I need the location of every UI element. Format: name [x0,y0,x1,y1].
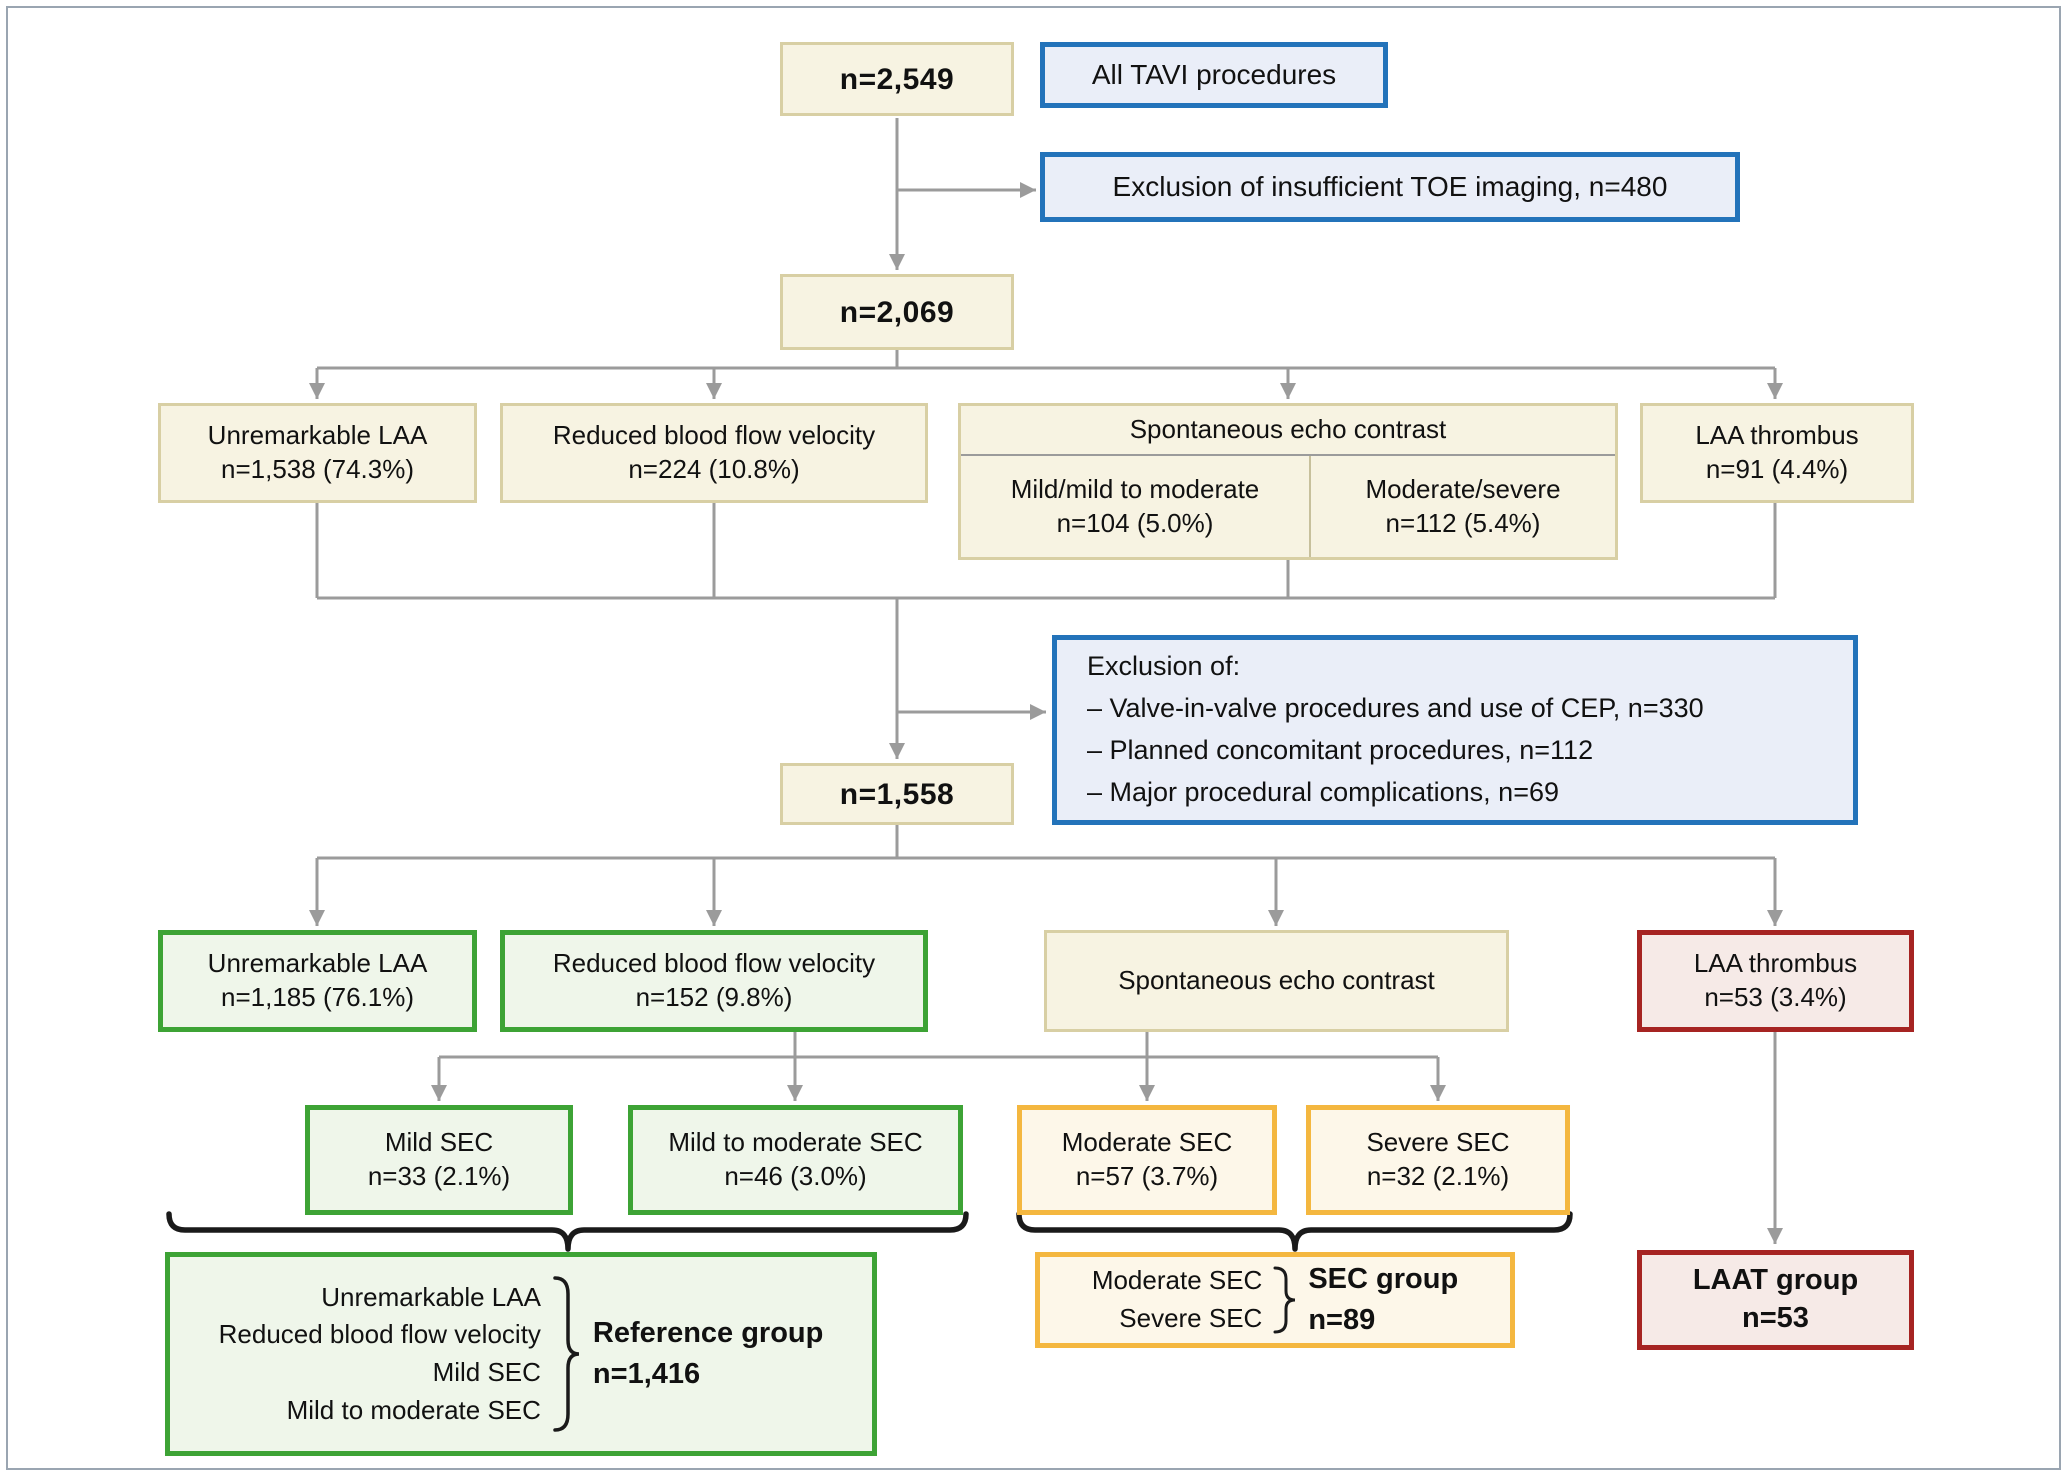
sec-header-label: Spontaneous echo contrast [1129,414,1447,445]
box-t1-spontaneous-echo-contrast: Spontaneous echo contrast Mild/mild to m… [958,403,1618,560]
group-count: n=1,416 [592,1358,701,1390]
sec-group-label: SEC group n=89 [1308,1259,1458,1340]
group-count: n=89 [1308,1304,1376,1336]
box-t1-reduced-flow: Reduced blood flow velocity n=224 (10.8%… [500,403,928,503]
box-t3-mild-sec: Mild SEC n=33 (2.1%) [305,1105,573,1215]
group-name: LAAT group [1692,1264,1859,1297]
box-count: n=1,185 (76.1%) [221,982,414,1012]
sec-cell-mild-to-moderate: Mild/mild to moderate n=104 (5.0%) [961,456,1311,557]
member: Mild SEC [432,1357,541,1387]
box-reference-group: Unremarkable LAA Reduced blood flow velo… [165,1252,877,1456]
group-name: Reference group [592,1317,824,1350]
box-n-2069: n=2,069 [780,274,1014,350]
reference-group-members: Unremarkable LAA Reduced blood flow velo… [219,1279,541,1430]
box-count: n=53 (3.4%) [1704,982,1847,1012]
exclusion-item: – Planned concomitant procedures, n=112 [1087,735,1594,765]
box-t3-severe-sec: Severe SEC n=32 (2.1%) [1306,1105,1570,1215]
box-label: Exclusion of insufficient TOE imaging, n… [1112,170,1668,202]
box-title: Spontaneous echo contrast [1118,965,1435,996]
box-title: Moderate SEC [1061,1127,1233,1158]
group-count: n=53 [1742,1302,1809,1334]
cell-title: Moderate/severe [1365,473,1561,504]
cell-title: Mild/mild to moderate [1010,473,1260,504]
exclusion-item: – Valve-in-valve procedures and use of C… [1087,693,1704,724]
box-sec-group: Moderate SEC Severe SEC SEC group n=89 [1035,1252,1515,1348]
box-laat-group: LAAT group n=53 [1637,1250,1914,1350]
sec-cell-moderate-severe: Moderate/severe n=112 (5.4%) [1311,456,1615,557]
box-count: n=224 (10.8%) [628,454,800,484]
box-count: n=152 (9.8%) [635,982,793,1012]
exclusion-item: – Major procedural complications, n=69 [1087,776,1559,807]
count-label: n=2,549 [839,62,955,96]
box-all-tavi-procedures: All TAVI procedures [1040,42,1388,108]
box-title: LAA thrombus [1695,420,1859,451]
count-label: n=2,069 [839,295,955,329]
sec-group-members: Moderate SEC Severe SEC [1092,1262,1263,1337]
box-count: n=91 (4.4%) [1705,454,1849,484]
box-title: Unremarkable LAA [207,420,428,451]
right-brace-icon [553,1276,580,1432]
box-count: n=1,538 (74.3%) [221,454,414,484]
cell-count: n=104 (5.0%) [1056,507,1214,538]
box-title: Severe SEC [1366,1127,1510,1158]
box-t2-reduced-flow: Reduced blood flow velocity n=152 (9.8%) [500,930,928,1032]
member: Unremarkable LAA [321,1281,541,1312]
box-t1-laa-thrombus: LAA thrombus n=91 (4.4%) [1640,403,1914,503]
box-exclusion-list: Exclusion of: – Valve-in-valve procedure… [1052,635,1858,825]
cell-count: n=112 (5.4%) [1385,507,1541,538]
box-title: Reduced blood flow velocity [552,420,876,451]
box-title: Mild SEC [384,1127,494,1158]
box-n-2549: n=2,549 [780,42,1014,116]
member: Mild to moderate SEC [286,1394,541,1425]
box-count: n=46 (3.0%) [724,1161,867,1191]
group-name: SEC group [1308,1263,1459,1296]
reference-group-label: Reference group n=1,416 [593,1313,823,1394]
box-title: Unremarkable LAA [207,948,428,979]
box-count: n=57 (3.7%) [1075,1161,1219,1191]
box-t2-unremarkable-laa: Unremarkable LAA n=1,185 (76.1%) [158,930,477,1032]
sec-subcells: Mild/mild to moderate n=104 (5.0%) Moder… [961,456,1615,557]
box-toe-exclusion: Exclusion of insufficient TOE imaging, n… [1040,152,1740,222]
box-t2-laa-thrombus: LAA thrombus n=53 (3.4%) [1637,930,1914,1032]
member: Moderate SEC [1091,1265,1263,1296]
reference-group-brace [166,1211,969,1252]
box-title: Reduced blood flow velocity [552,948,876,979]
box-count: n=32 (2.1%) [1366,1161,1510,1191]
exclusion-title: Exclusion of: [1087,651,1241,682]
sec-header: Spontaneous echo contrast [961,406,1615,456]
count-label: n=1,558 [839,777,955,811]
box-title: Mild to moderate SEC [668,1127,923,1158]
box-label: All TAVI procedures [1091,58,1337,90]
member: Reduced blood flow velocity [218,1319,541,1350]
box-count: n=33 (2.1%) [367,1161,511,1191]
box-t3-mild-to-moderate-sec: Mild to moderate SEC n=46 (3.0%) [628,1105,963,1215]
box-t3-moderate-sec: Moderate SEC n=57 (3.7%) [1017,1105,1277,1215]
box-t1-unremarkable-laa: Unremarkable LAA n=1,538 (74.3%) [158,403,477,503]
sec-group-brace [1016,1211,1573,1252]
member: Severe SEC [1119,1303,1263,1333]
box-t2-spontaneous-echo-contrast: Spontaneous echo contrast [1044,930,1509,1032]
box-title: LAA thrombus [1693,948,1858,979]
right-brace-icon [1273,1266,1296,1334]
box-n-1558: n=1,558 [780,763,1014,825]
